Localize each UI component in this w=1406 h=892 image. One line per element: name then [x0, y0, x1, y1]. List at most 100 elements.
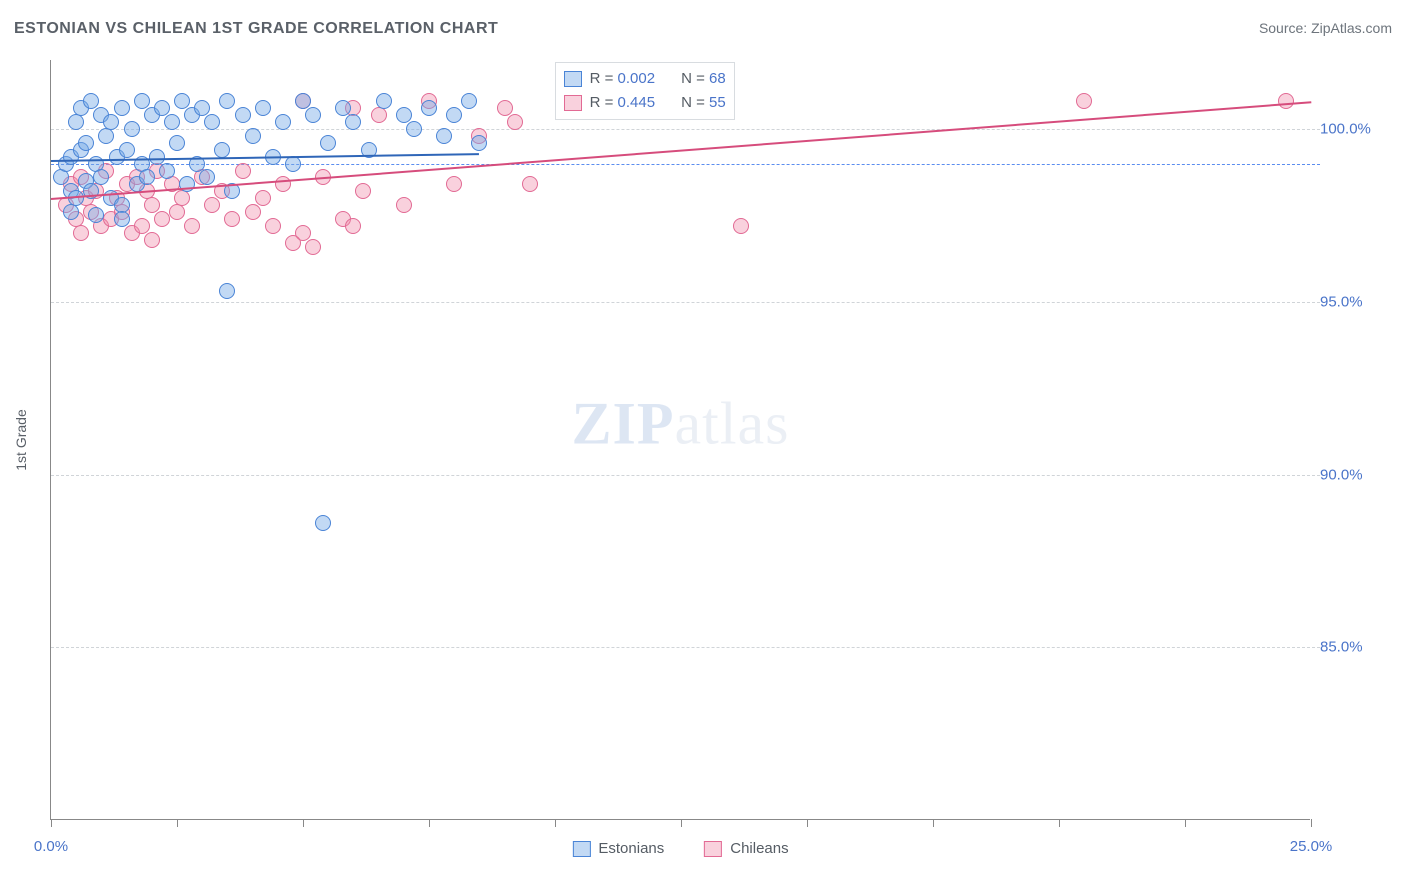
data-point-chileans — [305, 239, 321, 255]
data-point-estonians — [305, 107, 321, 123]
y-tick-label: 90.0% — [1320, 466, 1390, 483]
data-point-estonians — [235, 107, 251, 123]
x-tick — [681, 819, 682, 827]
data-point-estonians — [406, 121, 422, 137]
series-legend: Estonians Chileans — [572, 840, 788, 857]
data-point-chileans — [1076, 93, 1092, 109]
data-point-estonians — [219, 283, 235, 299]
stats-row-chileans: R = 0.445 N = 55 — [564, 91, 726, 115]
data-point-estonians — [295, 93, 311, 109]
data-point-estonians — [53, 169, 69, 185]
data-point-chileans — [204, 197, 220, 213]
chart-source: Source: ZipAtlas.com — [1259, 20, 1392, 36]
data-point-chileans — [144, 232, 160, 248]
data-point-chileans — [522, 176, 538, 192]
y-tick-label: 85.0% — [1320, 639, 1390, 656]
data-point-chileans — [497, 100, 513, 116]
data-point-estonians — [88, 207, 104, 223]
data-point-estonians — [446, 107, 462, 123]
x-tick-label: 25.0% — [1290, 838, 1333, 855]
data-point-estonians — [204, 114, 220, 130]
data-point-estonians — [149, 149, 165, 165]
r-label: R = 0.445 — [590, 91, 655, 115]
stats-legend: R = 0.002N = 68R = 0.445 N = 55 — [555, 62, 735, 120]
data-point-chileans — [73, 225, 89, 241]
y-tick-label: 100.0% — [1320, 121, 1390, 138]
y-tick-label: 95.0% — [1320, 293, 1390, 310]
data-point-estonians — [164, 114, 180, 130]
scatter-chart: 1st Grade ZIPatlas 85.0%90.0%95.0%100.0%… — [50, 60, 1310, 820]
data-point-estonians — [335, 100, 351, 116]
data-point-chileans — [144, 197, 160, 213]
data-point-estonians — [63, 204, 79, 220]
chart-header: ESTONIAN VS CHILEAN 1ST GRADE CORRELATIO… — [14, 20, 1392, 38]
legend-item-estonians: Estonians — [572, 840, 664, 857]
data-point-estonians — [114, 211, 130, 227]
swatch-chileans — [564, 95, 582, 111]
data-point-estonians — [169, 135, 185, 151]
data-point-estonians — [68, 114, 84, 130]
data-point-estonians — [194, 100, 210, 116]
data-point-estonians — [139, 169, 155, 185]
data-point-chileans — [255, 190, 271, 206]
data-point-estonians — [320, 135, 336, 151]
stats-row-estonians: R = 0.002N = 68 — [564, 67, 726, 91]
x-tick — [807, 819, 808, 827]
data-point-estonians — [98, 128, 114, 144]
swatch-estonians — [572, 841, 590, 857]
gridline-h — [51, 302, 1320, 303]
data-point-estonians — [83, 93, 99, 109]
x-tick-label: 0.0% — [34, 838, 68, 855]
legend-label: Chileans — [730, 840, 788, 857]
n-label: N = 55 — [681, 91, 726, 115]
data-point-chileans — [174, 190, 190, 206]
y-axis-title: 1st Grade — [13, 409, 29, 470]
data-point-chileans — [1278, 93, 1294, 109]
data-point-chileans — [245, 204, 261, 220]
data-point-estonians — [376, 93, 392, 109]
data-point-estonians — [461, 93, 477, 109]
legend-label: Estonians — [598, 840, 664, 857]
swatch-chileans — [704, 841, 722, 857]
data-point-chileans — [507, 114, 523, 130]
x-tick — [933, 819, 934, 827]
data-point-estonians — [119, 142, 135, 158]
data-point-estonians — [396, 107, 412, 123]
data-point-estonians — [471, 135, 487, 151]
x-tick — [555, 819, 556, 827]
gridline-h — [51, 129, 1320, 130]
data-point-estonians — [315, 515, 331, 531]
data-point-chileans — [154, 211, 170, 227]
data-point-estonians — [154, 100, 170, 116]
n-label: N = 68 — [681, 67, 726, 91]
data-point-chileans — [733, 218, 749, 234]
data-point-chileans — [285, 235, 301, 251]
chart-title: ESTONIAN VS CHILEAN 1ST GRADE CORRELATIO… — [14, 20, 498, 38]
x-tick — [303, 819, 304, 827]
gridline-h — [51, 475, 1320, 476]
gridline-h — [51, 647, 1320, 648]
data-point-estonians — [174, 93, 190, 109]
data-point-estonians — [199, 169, 215, 185]
data-point-estonians — [219, 93, 235, 109]
data-point-chileans — [134, 218, 150, 234]
data-point-chileans — [355, 183, 371, 199]
data-point-chileans — [169, 204, 185, 220]
data-point-estonians — [255, 100, 271, 116]
data-point-estonians — [245, 128, 261, 144]
data-point-estonians — [78, 135, 94, 151]
data-point-chileans — [224, 211, 240, 227]
x-tick — [1311, 819, 1312, 827]
data-point-chileans — [265, 218, 281, 234]
data-point-chileans — [235, 163, 251, 179]
x-tick — [51, 819, 52, 827]
data-point-estonians — [275, 114, 291, 130]
data-point-chileans — [345, 218, 361, 234]
x-tick — [1185, 819, 1186, 827]
data-point-estonians — [103, 114, 119, 130]
x-tick — [1059, 819, 1060, 827]
data-point-chileans — [396, 197, 412, 213]
data-point-estonians — [93, 169, 109, 185]
data-point-chileans — [371, 107, 387, 123]
data-point-estonians — [134, 93, 150, 109]
